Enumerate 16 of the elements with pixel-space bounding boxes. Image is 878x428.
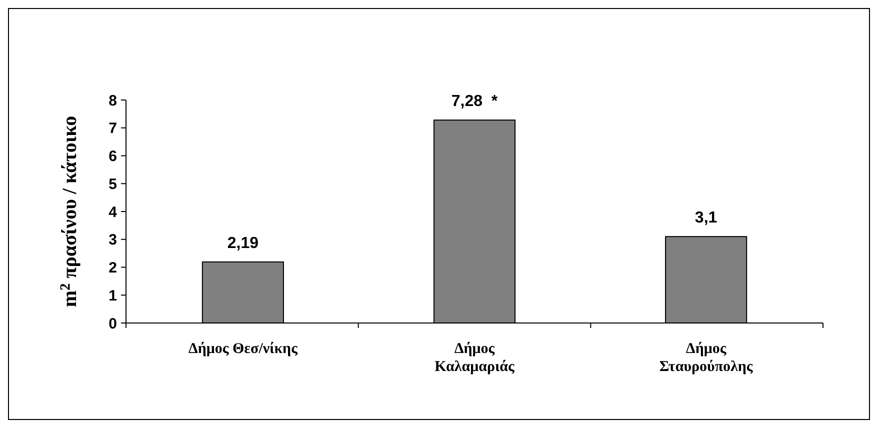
y-tick-label: 6 [108,148,117,165]
y-tick-label: 3 [108,232,117,249]
x-tick-label: Δήμος Θεσ/νίκης [188,341,298,357]
x-tick-label: Δήμος Σταυρούπολης [659,341,754,375]
data-label: 3,1 [694,210,718,227]
y-tick-label: 5 [108,176,117,193]
y-tick-label: 8 [108,92,117,110]
y-tick-label: 7 [108,120,117,138]
y-tick-label: 0 [108,315,117,332]
x-tick-label: Δήμος Καλαμαριάς [434,341,516,375]
y-tick-label: 1 [108,287,117,304]
data-label: 2,19 [227,234,259,252]
y-tick-label: 2 [108,260,117,276]
y-axis-title: m² πρασίνου / κάτοικο [56,116,82,308]
data-label: 7,28 * [451,93,498,110]
y-tick-label: 4 [108,204,118,221]
